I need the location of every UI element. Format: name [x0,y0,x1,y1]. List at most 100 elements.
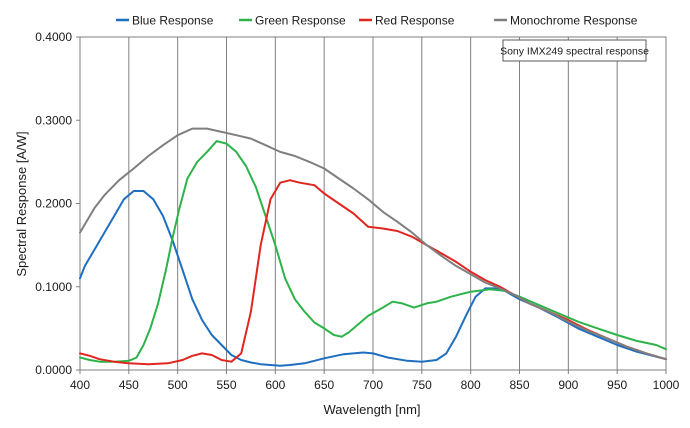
green-response-point [274,244,276,246]
green-response-point [89,359,91,361]
monochrome-response-point [484,282,486,284]
blue-response-point [230,354,232,356]
legend-entry-blue-response: Blue Response [116,14,214,28]
red-response-point [191,355,193,357]
x-tick-label: 800 [461,378,481,392]
green-response-point [597,327,599,329]
green-response-point [357,323,359,325]
legend-entry-red-response: Red Response [359,14,455,28]
red-response-point [313,184,315,186]
red-response-point [499,286,501,288]
blue-response-point [250,361,252,364]
monochrome-response-point [440,255,442,257]
legend-entry-green-response: Green Response [239,14,346,28]
monochrome-response-point [567,321,569,323]
red-response-point [279,182,281,184]
legend-label: Monochrome Response [510,14,638,28]
green-response-point [401,302,403,304]
x-tick-label: 600 [265,378,285,392]
red-response-point [455,261,457,263]
annotation-frame [502,39,647,62]
x-tick-label: 950 [607,378,627,392]
blue-response-point [211,334,213,336]
red-response-point [567,319,569,321]
red-response-point [338,202,340,205]
green-response-point [470,291,472,293]
blue-response-point [123,198,125,200]
red-response-point [182,359,184,361]
monochrome-response-point [587,330,589,332]
blue-response-point [240,359,242,361]
monochrome-response-point [118,179,120,181]
green-response-point [196,161,198,163]
blue-response-point [636,351,638,353]
green-response-point [284,277,286,279]
blue-response-point [494,287,496,289]
annotation-box: Sony IMX249 spectral response [500,39,649,62]
green-response-point [149,327,151,329]
legend: Blue Response Green Response Red Response M… [116,14,638,28]
red-response-point [396,230,398,232]
legend-label: Green Response [255,14,346,28]
blue-response-point [142,190,145,192]
green-response-point [489,288,491,290]
red-response-point [221,359,223,361]
green-response-point [538,304,540,306]
monochrome-response-point [265,144,267,146]
monochrome-response-point [470,273,472,275]
y-tick-label: 0.2000 [35,197,72,211]
legend-label: Blue Response [132,14,214,28]
monochrome-response-point [308,161,311,163]
red-response-point [230,361,232,363]
blue-response-point [387,356,389,359]
red-response-point [201,352,203,354]
monochrome-response-point [206,128,208,130]
monochrome-response-point [338,177,340,180]
monochrome-response-series [79,127,667,361]
y-tick-label: 0.3000 [35,113,72,127]
blue-response-point [465,315,467,317]
monochrome-response-point [645,352,648,354]
green-response-point [413,307,415,309]
annotation-text: Sony IMX249 spectral response [500,46,649,58]
x-axis-label: Wavelength [nm] [323,402,420,417]
red-response-point [128,362,130,364]
blue-response-point [103,232,105,234]
blue-response-point [133,190,135,192]
blue-response-point [279,365,281,367]
monochrome-response-point [606,337,609,339]
blue-response-point [484,287,486,289]
blue-response-point [79,277,81,279]
x-tick-label: 850 [509,378,529,392]
x-tick-labels: 400 450 500 550 600 650 700 750 800 850 900 950 1000 [70,370,680,392]
monochrome-response-point [294,155,296,157]
green-response-point [142,344,145,346]
green-response-point [79,356,81,359]
green-response-point [313,321,315,324]
blue-response-point [304,362,306,364]
monochrome-response-point [323,167,325,170]
blue-response-point [152,198,154,200]
green-response-point [333,334,335,336]
blue-response-point [362,351,364,354]
red-response-point [440,252,442,254]
red-response-point [470,271,472,273]
red-response-point [79,352,81,354]
monochrome-response-point [514,294,516,296]
green-response-point [665,348,667,350]
monochrome-response-point [235,134,237,136]
y-tick-labels: 0.0000 0.1000 0.2000 0.3000 0.4000 [35,30,80,377]
green-response-point [216,140,218,142]
blue-response-point [475,296,477,298]
red-response-point [484,279,486,281]
green-response-point [341,336,343,338]
x-tick-label: 500 [168,378,188,392]
green-response-point [98,361,101,363]
green-response-point [426,302,428,304]
red-response-point [250,311,252,313]
monochrome-response-point [94,207,96,209]
blue-response-point [221,344,223,346]
monochrome-response-point [455,265,457,267]
green-response-point [616,334,618,336]
green-response-point [128,360,130,362]
